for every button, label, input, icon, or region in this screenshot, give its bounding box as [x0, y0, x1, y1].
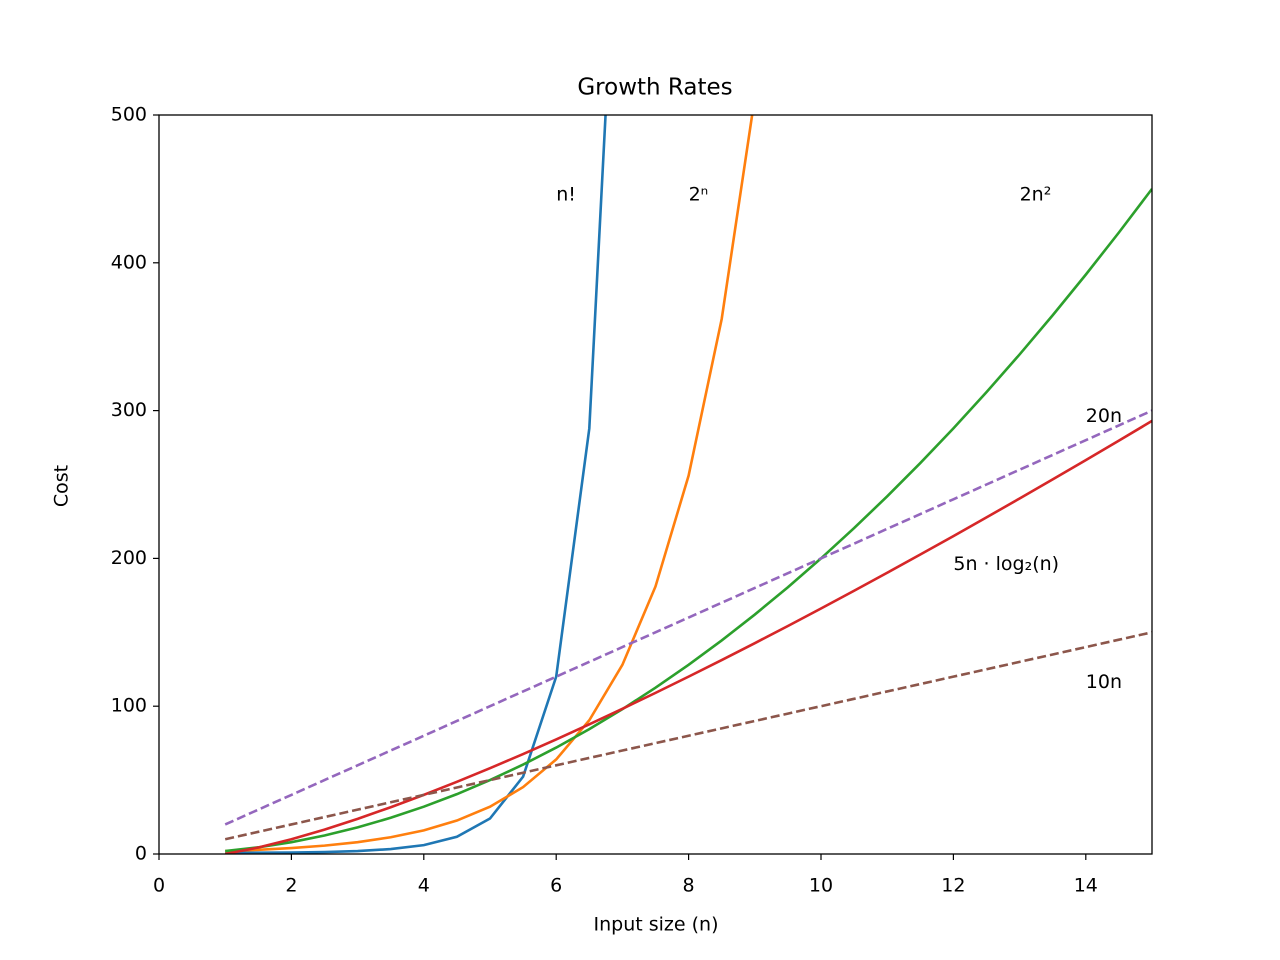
x-tick-label: 10	[809, 875, 833, 897]
x-tick-label: 2	[285, 875, 297, 897]
y-tick-label: 500	[111, 104, 147, 126]
plot-area	[224, 115, 1152, 854]
curve-label: 5n · log₂(n)	[953, 553, 1059, 575]
series-line	[224, 409, 1152, 826]
series-line	[224, 631, 1152, 841]
curve-label: 20n	[1086, 405, 1122, 427]
curve-label: 10n	[1086, 671, 1122, 693]
x-tick-label: 14	[1074, 875, 1098, 897]
axes-frame	[158, 114, 1153, 855]
series-line	[225, 115, 754, 853]
x-tick-label: 8	[683, 875, 695, 897]
series-line	[225, 188, 1152, 853]
series-line	[224, 419, 1152, 854]
curve-label: 2ⁿ	[689, 183, 709, 205]
y-tick-label: 200	[111, 547, 147, 569]
x-tick-label: 12	[941, 875, 965, 897]
chart-title: Growth Rates	[577, 75, 732, 101]
x-axis-label: Input size (n)	[594, 914, 719, 936]
y-tick-label: 300	[111, 399, 147, 421]
y-tick-label: 0	[135, 843, 147, 865]
y-axis-label: Cost	[51, 465, 73, 507]
x-tick-label: 0	[153, 875, 165, 897]
x-tick-label: 6	[550, 875, 562, 897]
y-tick-label: 100	[111, 695, 147, 717]
curve-label: 2n²	[1020, 183, 1052, 205]
curve-label: n!	[556, 183, 576, 205]
y-tick-label: 400	[111, 251, 147, 273]
x-tick-label: 4	[418, 875, 430, 897]
